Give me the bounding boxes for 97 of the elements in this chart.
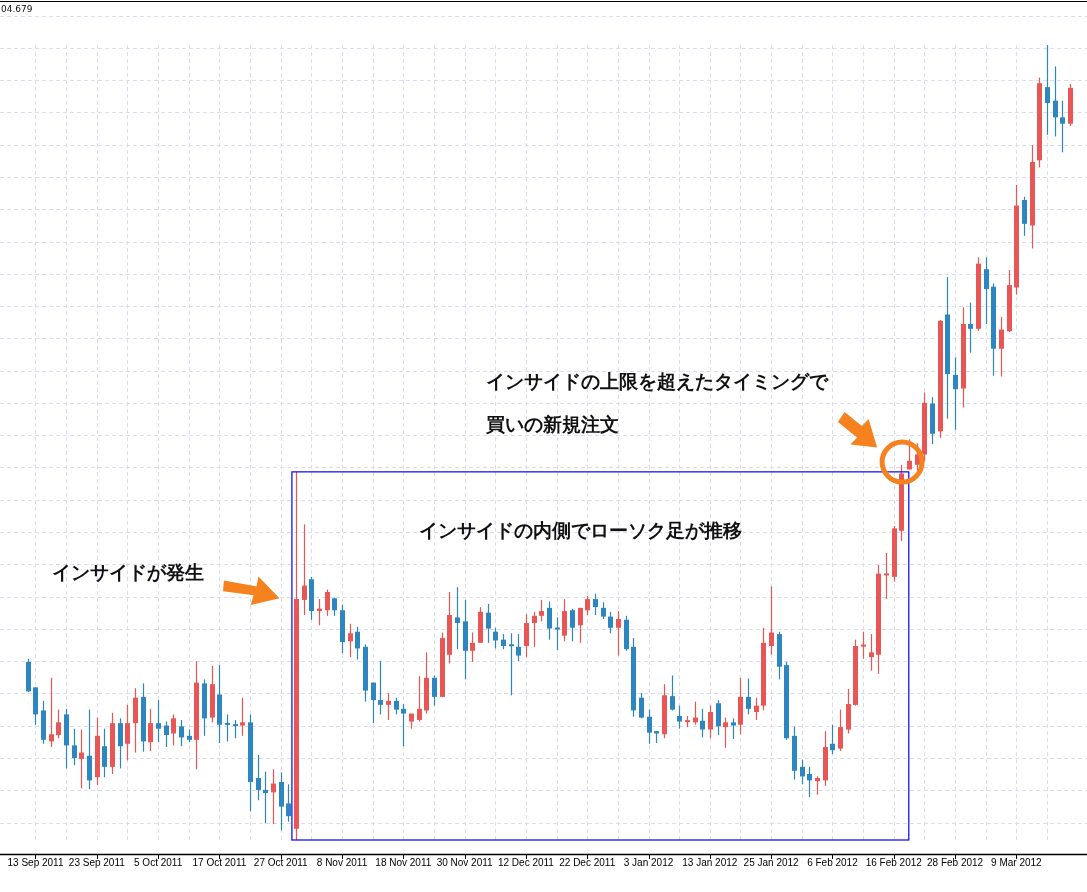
x-tick-label: 16 Feb 2012	[865, 856, 923, 868]
candlestick	[670, 674, 675, 712]
candlestick	[302, 523, 307, 616]
x-tick-label: 3 Jan 2012	[623, 856, 674, 868]
candlestick	[647, 709, 652, 745]
candlestick	[570, 608, 575, 642]
candlestick	[539, 599, 544, 622]
x-tick-label: 18 Nov 2011	[375, 856, 432, 868]
x-tick-label: 9 Mar 2012	[991, 856, 1043, 868]
annotation: インサイドの内側でローソク足が推移	[419, 517, 743, 543]
candlestick	[79, 728, 84, 789]
x-tick-label: 27 Oct 2011	[253, 856, 309, 868]
candlestick	[723, 716, 728, 749]
candlestick	[746, 678, 751, 715]
candlestick	[118, 717, 123, 770]
candlestick	[455, 586, 460, 650]
candlestick	[555, 616, 560, 651]
candlestick	[493, 627, 498, 650]
candlestick	[240, 697, 245, 737]
candlestick	[532, 611, 537, 648]
candlestick	[1022, 196, 1027, 237]
candlestick	[378, 660, 383, 715]
candlestick	[593, 592, 598, 616]
candlestick	[509, 632, 514, 696]
x-tick-label: 22 Dec 2011	[559, 856, 616, 868]
x-tick-label: 6 Feb 2012	[807, 856, 859, 868]
candlestick	[286, 783, 291, 823]
candlestick	[417, 675, 422, 723]
annotation: インサイドの上限を超えたタイミングで	[486, 369, 829, 395]
candlestick	[386, 692, 391, 721]
candlestick	[968, 301, 973, 354]
candlestick	[953, 356, 958, 431]
candlestick	[700, 708, 705, 739]
candlestick	[432, 674, 437, 707]
candlestick	[271, 768, 276, 825]
candlestick	[1053, 65, 1058, 138]
candlestick	[102, 728, 107, 778]
candlestick	[869, 633, 874, 672]
candlestick	[263, 771, 268, 824]
candlestick	[815, 775, 820, 796]
candlestick	[708, 705, 713, 739]
candlestick	[524, 613, 529, 658]
candlestick	[49, 677, 54, 748]
x-tick-label: 12 Dec 2011	[497, 856, 555, 868]
candlestick	[608, 611, 613, 634]
candlestick	[225, 713, 230, 743]
candlestick	[754, 697, 759, 721]
candlestick	[125, 704, 130, 762]
candlestick	[616, 610, 621, 657]
candlestick	[325, 588, 330, 617]
annotation: インサイドが発生	[52, 560, 205, 585]
candlestick	[348, 623, 353, 658]
candlestick	[731, 717, 736, 740]
candlestick	[516, 633, 521, 662]
candlestick	[148, 708, 153, 752]
candlestick	[233, 719, 238, 739]
candlestick	[861, 631, 866, 660]
candlestick	[578, 607, 583, 644]
candlestick	[164, 720, 169, 748]
candlestick	[807, 766, 812, 798]
candlestick	[486, 603, 491, 644]
x-tick-label: 28 Feb 2012	[926, 856, 984, 868]
text: 04.679	[1, 4, 33, 14]
candlestick	[639, 692, 644, 719]
candlestick	[1045, 44, 1050, 136]
candlestick	[179, 719, 184, 747]
candlestick	[371, 681, 376, 724]
x-tick-label: 23 Sep 2011	[68, 856, 126, 868]
x-tick-label: 13 Sep 2011	[7, 856, 64, 868]
candlestick	[56, 709, 61, 739]
candlestick	[907, 438, 912, 471]
x-tick-label: 8 Nov 2011	[316, 856, 368, 868]
x-tick-label: 5 Oct 2011	[134, 856, 183, 868]
candlestick	[1060, 100, 1065, 153]
candlestick	[999, 316, 1004, 378]
candlestick	[716, 699, 721, 736]
x-tick-label: 13 Jan 2012	[682, 856, 738, 868]
x-tick-label: 25 Jan 2012	[743, 856, 800, 868]
candlestick	[355, 626, 360, 661]
candlestick	[838, 709, 843, 752]
candlestick	[884, 552, 889, 600]
candlestick	[256, 754, 261, 801]
candlestick	[585, 595, 590, 616]
x-tick-label: 30 Nov 2011	[436, 856, 494, 868]
candlestick	[984, 256, 989, 325]
candlestick	[171, 713, 176, 746]
annotation: 買いの新規注文	[486, 412, 620, 438]
candlestick	[547, 600, 552, 641]
candlestick	[769, 585, 774, 656]
candlestick	[830, 724, 835, 755]
candlestick	[800, 759, 805, 785]
candlestick	[72, 728, 77, 766]
candlestick	[401, 703, 406, 747]
candlestick	[677, 705, 682, 730]
x-tick-label: 17 Oct 2011	[192, 856, 247, 868]
candlestick	[470, 631, 475, 663]
candlestick	[156, 699, 161, 743]
